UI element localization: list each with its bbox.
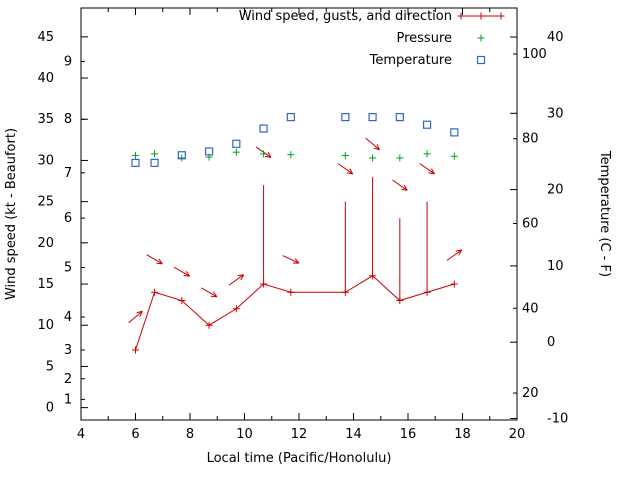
x-tick-label: 6	[131, 427, 139, 442]
f-tick-label: 100	[522, 47, 547, 62]
legend-label: Wind speed, gusts, and direction	[239, 9, 452, 24]
kt-tick-label: 35	[37, 112, 54, 127]
x-axis-title: Local time (Pacific/Honolulu)	[207, 451, 392, 466]
x-tick-label: 12	[291, 427, 308, 442]
wind-series	[132, 176, 458, 354]
beaufort-tick-label: 6	[64, 211, 72, 226]
x-tick-label: 10	[236, 427, 253, 442]
c-tick-label: 0	[547, 335, 555, 350]
x-tick-label: 4	[77, 427, 85, 442]
c-tick-label: 10	[547, 259, 564, 274]
f-tick-label: 80	[522, 132, 539, 147]
x-tick-label: 18	[454, 427, 471, 442]
legend: Wind speed, gusts, and direction Pressure…	[239, 9, 505, 68]
kt-tick-label: 30	[37, 153, 54, 168]
x-tick-label: 20	[509, 427, 526, 442]
kt-tick-label: 10	[37, 318, 54, 333]
kt-tick-label: 0	[46, 401, 54, 416]
f-tick-label: 40	[522, 301, 539, 316]
beaufort-tick-label: 5	[64, 261, 72, 276]
x-axis: 4 6 8 10 12 14 16 18 20 Local time (Pacific/Honol…	[77, 8, 525, 466]
f-tick-label: 60	[522, 216, 539, 231]
c-tick-label: 20	[547, 183, 564, 198]
f-tick-label: 20	[522, 386, 539, 401]
beaufort-tick-label: 4	[64, 310, 72, 325]
kt-tick-label: 5	[46, 359, 54, 374]
beaufort-tick-label: 9	[64, 55, 72, 70]
kt-tick-label: 15	[37, 277, 54, 292]
c-tick-label: 30	[547, 106, 564, 121]
x-tick-label: 16	[400, 427, 417, 442]
x-tick-label: 14	[345, 427, 362, 442]
beaufort-tick-label: 2	[64, 372, 72, 387]
temperature-series	[131, 113, 459, 167]
beaufort-tick-label: 1	[64, 392, 72, 407]
c-tick-label: 40	[547, 30, 564, 45]
x-tick-label: 8	[186, 427, 194, 442]
plot-border	[80, 7, 518, 421]
kt-tick-label: 25	[37, 195, 54, 210]
y-axis-right-title: Temperature (C - F)	[597, 150, 612, 277]
legend-label: Temperature	[369, 53, 452, 68]
beaufort-tick-label: 3	[64, 343, 72, 358]
y-axis-right: 20 40 60 80 100 -10 0 10 20 30 40 Temperature (C - …	[510, 30, 612, 426]
legend-label: Pressure	[396, 31, 452, 46]
kt-tick-label: 40	[37, 71, 54, 86]
wind-direction-arrows	[128, 137, 463, 324]
y-axis-left-title: Wind speed (kt - Beaufort)	[4, 128, 19, 300]
c-tick-label: -10	[547, 411, 568, 426]
kt-tick-label: 20	[37, 236, 54, 251]
beaufort-tick-label: 8	[64, 112, 72, 127]
kt-tick-label: 45	[37, 30, 54, 45]
pressure-series	[132, 148, 458, 162]
beaufort-tick-label: 7	[64, 166, 72, 181]
